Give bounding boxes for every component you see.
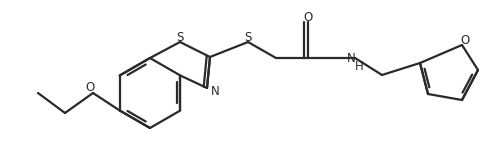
Text: O: O: [459, 34, 469, 46]
Text: N: N: [346, 53, 355, 66]
Text: S: S: [244, 31, 251, 44]
Text: H: H: [354, 59, 363, 73]
Text: O: O: [303, 10, 312, 24]
Text: N: N: [210, 85, 219, 98]
Text: O: O: [85, 81, 94, 95]
Text: S: S: [176, 31, 183, 44]
